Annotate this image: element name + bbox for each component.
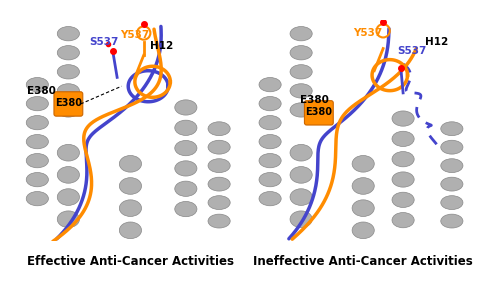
Text: Y537: Y537: [353, 28, 382, 38]
Ellipse shape: [441, 177, 463, 191]
Ellipse shape: [26, 192, 48, 206]
Ellipse shape: [26, 116, 48, 130]
Text: E380: E380: [55, 98, 82, 108]
Ellipse shape: [58, 84, 80, 98]
Text: H12: H12: [150, 41, 173, 51]
Ellipse shape: [26, 173, 48, 187]
Ellipse shape: [208, 159, 230, 173]
Text: Ineffective Anti-Cancer Activities: Ineffective Anti-Cancer Activities: [254, 255, 473, 268]
Ellipse shape: [120, 178, 142, 194]
Ellipse shape: [58, 27, 80, 41]
Ellipse shape: [392, 192, 414, 207]
Text: S537: S537: [398, 46, 426, 56]
Ellipse shape: [352, 178, 374, 194]
Ellipse shape: [26, 135, 48, 149]
Ellipse shape: [208, 140, 230, 154]
Ellipse shape: [441, 214, 463, 228]
Ellipse shape: [392, 111, 414, 126]
Ellipse shape: [392, 172, 414, 187]
Ellipse shape: [26, 77, 48, 92]
Ellipse shape: [175, 140, 197, 156]
Ellipse shape: [58, 166, 80, 183]
Ellipse shape: [120, 156, 142, 172]
Ellipse shape: [290, 84, 312, 98]
Ellipse shape: [392, 131, 414, 147]
Ellipse shape: [352, 156, 374, 172]
Ellipse shape: [26, 97, 48, 111]
Ellipse shape: [259, 173, 281, 187]
Ellipse shape: [352, 200, 374, 216]
FancyBboxPatch shape: [304, 101, 334, 125]
Ellipse shape: [120, 222, 142, 239]
Ellipse shape: [290, 166, 312, 183]
Ellipse shape: [58, 65, 80, 79]
Ellipse shape: [208, 177, 230, 191]
Ellipse shape: [259, 154, 281, 168]
Text: S537: S537: [89, 37, 118, 47]
Ellipse shape: [352, 222, 374, 239]
Ellipse shape: [441, 159, 463, 173]
Ellipse shape: [392, 213, 414, 228]
Ellipse shape: [58, 189, 80, 205]
Ellipse shape: [175, 181, 197, 197]
Ellipse shape: [290, 211, 312, 227]
Ellipse shape: [290, 65, 312, 79]
Ellipse shape: [259, 192, 281, 206]
Ellipse shape: [208, 196, 230, 210]
Text: E380: E380: [306, 107, 332, 117]
Ellipse shape: [175, 120, 197, 135]
Text: E380: E380: [300, 95, 329, 105]
FancyBboxPatch shape: [54, 92, 83, 116]
Ellipse shape: [175, 161, 197, 176]
Ellipse shape: [175, 100, 197, 115]
Ellipse shape: [392, 152, 414, 167]
Ellipse shape: [26, 154, 48, 168]
Ellipse shape: [259, 97, 281, 111]
Text: E380: E380: [28, 86, 56, 96]
Text: Y537: Y537: [120, 30, 150, 40]
Ellipse shape: [441, 122, 463, 136]
Ellipse shape: [441, 196, 463, 210]
Ellipse shape: [58, 211, 80, 227]
Ellipse shape: [175, 201, 197, 217]
Ellipse shape: [259, 135, 281, 149]
Ellipse shape: [441, 140, 463, 154]
Ellipse shape: [290, 103, 312, 117]
Ellipse shape: [290, 145, 312, 161]
Ellipse shape: [120, 200, 142, 216]
Ellipse shape: [259, 77, 281, 92]
Ellipse shape: [259, 116, 281, 130]
Ellipse shape: [208, 214, 230, 228]
Ellipse shape: [290, 46, 312, 60]
Ellipse shape: [290, 189, 312, 205]
Ellipse shape: [290, 27, 312, 41]
Ellipse shape: [58, 103, 80, 117]
Ellipse shape: [58, 145, 80, 161]
Text: Effective Anti-Cancer Activities: Effective Anti-Cancer Activities: [27, 255, 234, 268]
Text: H12: H12: [424, 37, 448, 47]
Ellipse shape: [208, 122, 230, 136]
Ellipse shape: [58, 46, 80, 60]
